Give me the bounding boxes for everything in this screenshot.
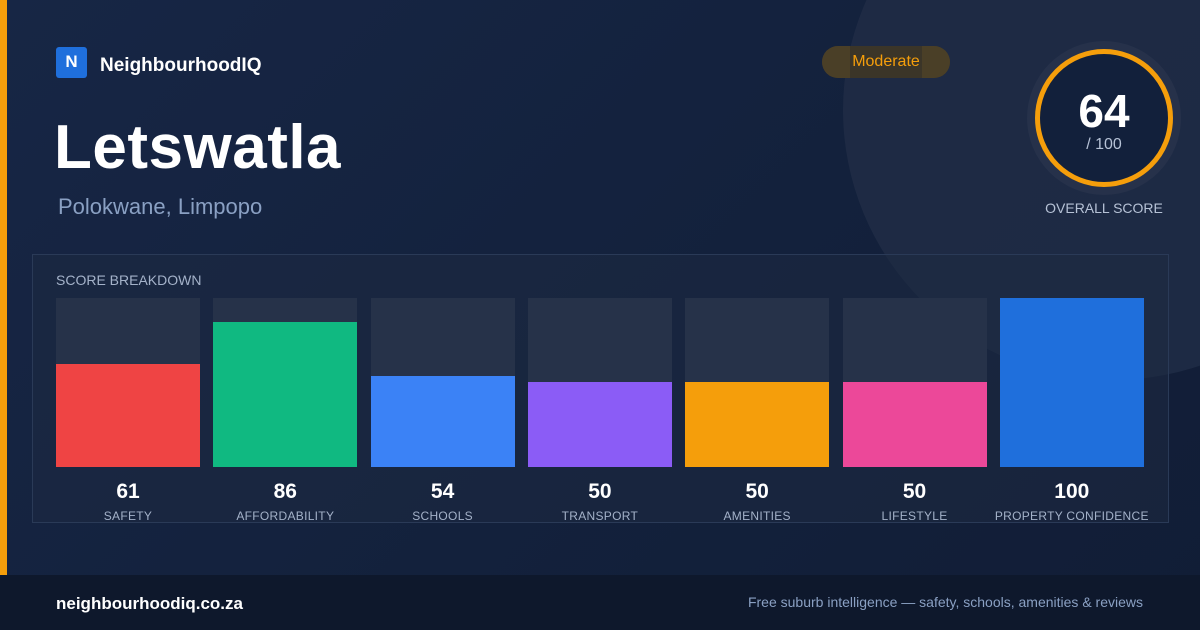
bar-fill [370, 376, 515, 467]
score-bar-safety: 61 SAFETY [56, 298, 200, 523]
bar-fill [527, 382, 672, 467]
bar-track [56, 298, 200, 467]
overall-score-value: 64 [1078, 85, 1130, 137]
bar-value: 50 [588, 480, 612, 503]
bar-track [999, 298, 1144, 467]
brand[interactable]: N NeighbourhoodIQ [56, 46, 261, 78]
footer-tagline: Free suburb intelligence — safety, schoo… [747, 594, 1143, 610]
suburb-title: Letswatla [54, 113, 342, 182]
bar-label: AFFORDABILITY [236, 509, 335, 523]
overall-score-caption: OVERALL SCORE [1045, 200, 1163, 216]
bar-label: LIFESTYLE [881, 509, 948, 523]
bar-track [213, 298, 358, 467]
bar-value: 61 [116, 480, 140, 503]
bar-fill [56, 364, 200, 467]
score-breakdown-title: SCORE BREAKDOWN [56, 272, 202, 288]
accent-bar [0, 0, 7, 575]
bar-value: 100 [1054, 480, 1090, 503]
score-breakdown-panel: SCORE BREAKDOWN 61 SAFETY 86 AFFORDABILITY 5… [32, 254, 1169, 523]
bar-value: 54 [430, 480, 455, 503]
bar-label: SCHOOLS [412, 509, 473, 523]
bar-value: 86 [273, 480, 297, 503]
overall-score-max: / 100 [1086, 136, 1122, 153]
brand-logo-icon: N [56, 46, 87, 78]
score-bar-property-confidence: 100 PROPERTY CONFIDENCE [995, 298, 1148, 523]
suburb-location: Polokwane, Limpopo [58, 194, 263, 219]
rating-badge-label: Moderate [852, 53, 920, 70]
bar-value: 50 [745, 480, 769, 503]
bar-fill [999, 298, 1144, 467]
score-bar-transport: 50 TRANSPORT [527, 298, 672, 523]
bar-label: SAFETY [103, 509, 153, 523]
overall-score-ring: 64 / 100 [1035, 49, 1173, 187]
bar-track [370, 298, 515, 467]
bar-value: 50 [902, 480, 927, 503]
footer: neighbourhoodiq.co.za Free suburb intell… [0, 575, 1200, 630]
rating-badge: Moderate [822, 46, 950, 78]
bar-label: TRANSPORT [561, 509, 639, 523]
footer-domain[interactable]: neighbourhoodiq.co.za [56, 594, 243, 613]
score-bar-affordability: 86 AFFORDABILITY [213, 298, 358, 523]
bar-fill [213, 322, 358, 467]
bar-fill [842, 382, 987, 467]
bar-track [685, 298, 830, 467]
score-bar-schools: 54 SCHOOLS [370, 298, 515, 523]
bar-label: AMENITIES [723, 509, 791, 523]
bar-track [842, 298, 987, 467]
score-bar-lifestyle: 50 LIFESTYLE [842, 298, 987, 523]
brand-name: NeighbourhoodIQ [100, 55, 262, 76]
score-bar-amenities: 50 AMENITIES [685, 298, 830, 523]
bar-track [527, 298, 672, 467]
bar-label: PROPERTY CONFIDENCE [994, 509, 1149, 523]
bar-fill [685, 382, 830, 467]
